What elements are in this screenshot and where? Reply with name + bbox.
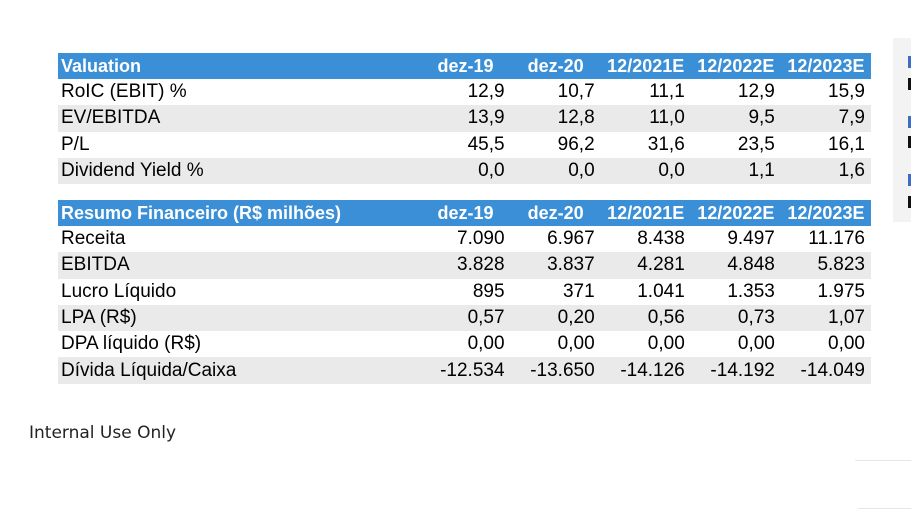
row-label: P/L [61,133,90,155]
side-marker [908,116,911,128]
cell-value: -13.650 [510,357,601,384]
cell-value: 7.090 [457,228,505,250]
cell-value: -14.126 [600,357,691,384]
cell-value: 31,6 [647,133,685,155]
column-header: 12/2023E [780,53,871,79]
cell-value: 4.848 [690,252,781,279]
cell-value: 0,00 [647,333,685,355]
cell-value: 13,9 [420,105,511,132]
side-marker [908,196,911,208]
cell-value: 11,1 [649,81,685,103]
cell-value: 1,6 [780,157,871,185]
internal-use-label: Internal Use Only [29,423,177,443]
table-row: DPA líquido (R$) 0,00 0,00 0,00 0,00 0,0… [58,331,871,357]
table-row: Lucro Líquido 895 371 1.041 1.353 1.975 [58,279,871,305]
cell-value: 6.967 [547,228,595,250]
cell-value: 1.353 [727,280,775,302]
column-header: dez-20 [510,53,601,79]
cell-value: 5.823 [780,252,871,279]
column-header: 12/2021E [600,200,691,226]
column-header: 12/2022E [690,53,781,79]
table-row: Dívida Líquida/Caixa -12.534 -13.650 -14… [58,357,871,384]
side-marker [908,174,911,186]
divider [858,508,911,509]
cell-value: 0,00 [467,333,505,355]
column-header: 12/2023E [780,200,871,226]
row-label: Dividend Yield % [58,157,421,185]
cell-value: 11,0 [600,105,691,132]
cell-value: 0,00 [828,333,865,355]
valuation-header-row: Valuation dez-19 dez-20 12/2021E 12/2022… [58,53,871,79]
cell-value: 0,56 [600,304,691,332]
table-row: RoIC (EBIT) % 12,9 10,7 11,1 12,9 15,9 [58,79,871,105]
table-row: LPA (R$) 0,57 0,20 0,56 0,73 1,07 [58,304,871,332]
cell-value: 23,5 [737,133,775,155]
cell-value: -14.049 [780,357,871,384]
cell-value: 12,8 [510,105,601,132]
divider [855,460,911,461]
cell-value: -14.192 [690,357,781,384]
column-header: dez-19 [420,53,511,79]
table-row: P/L 45,5 96,2 31,6 23,5 16,1 [58,132,871,158]
row-label: Receita [61,228,126,250]
row-label: RoIC (EBIT) % [61,81,187,103]
cell-value: 12,9 [737,81,775,103]
cell-value: 1,1 [690,157,781,185]
cell-value: 4.281 [600,252,691,279]
resumo-header-row: Resumo Financeiro (R$ milhões) dez-19 de… [58,200,871,226]
table-row: Dividend Yield % 0,0 0,0 0,0 1,1 1,6 [58,157,871,185]
cell-value: 3.837 [510,252,601,279]
cell-value: 0,73 [690,304,781,332]
column-header: dez-19 [420,200,511,226]
cell-value: 9,5 [690,105,781,132]
cell-value: 1.041 [637,280,685,302]
table-row: EV/EBITDA 13,9 12,8 11,0 9,5 7,9 [58,105,871,132]
resumo-financeiro-table: Resumo Financeiro (R$ milhões) dez-19 de… [58,200,871,384]
cell-value: 3.828 [420,252,511,279]
side-marker [908,56,911,68]
cell-value: 0,0 [420,157,511,185]
cell-value: 9.497 [727,228,775,250]
table-row: Receita 7.090 6.967 8.438 9.497 11.176 [58,226,871,252]
row-label: Lucro Líquido [61,280,177,302]
cell-value: 371 [562,280,595,302]
side-marker [908,136,911,148]
column-header: 12/2021E [600,53,691,79]
cell-value: 0,57 [420,304,511,332]
valuation-header-label: Valuation [58,53,421,79]
row-label: Dívida Líquida/Caixa [58,357,421,384]
side-marker [908,78,911,90]
cell-value: 10,7 [557,81,595,103]
table-row: EBITDA 3.828 3.837 4.281 4.848 5.823 [58,252,871,279]
cell-value: 0,0 [510,157,601,185]
cell-value: 12,9 [467,81,505,103]
cell-value: -12.534 [420,357,511,384]
row-label: DPA líquido (R$) [61,333,202,355]
resumo-header-label: Resumo Financeiro (R$ milhões) [58,200,421,226]
column-header: 12/2022E [690,200,781,226]
cell-value: 11.176 [808,228,865,250]
row-label: LPA (R$) [58,304,421,332]
cell-value: 96,2 [557,133,595,155]
cell-value: 0,0 [600,157,691,185]
cell-value: 0,00 [737,333,775,355]
cell-value: 0,00 [557,333,595,355]
column-header: dez-20 [510,200,601,226]
cell-value: 45,5 [467,133,505,155]
row-label: EBITDA [58,252,421,279]
cell-value: 895 [472,280,505,302]
cell-value: 1.975 [817,280,865,302]
cell-value: 15,9 [828,81,865,103]
row-label: EV/EBITDA [58,105,421,132]
cell-value: 7,9 [780,105,871,132]
cell-value: 0,20 [510,304,601,332]
valuation-table: Valuation dez-19 dez-20 12/2021E 12/2022… [58,53,871,185]
cell-value: 1,07 [780,304,871,332]
cell-value: 16,1 [828,133,865,155]
side-panel-edge [893,38,911,222]
cell-value: 8.438 [637,228,685,250]
